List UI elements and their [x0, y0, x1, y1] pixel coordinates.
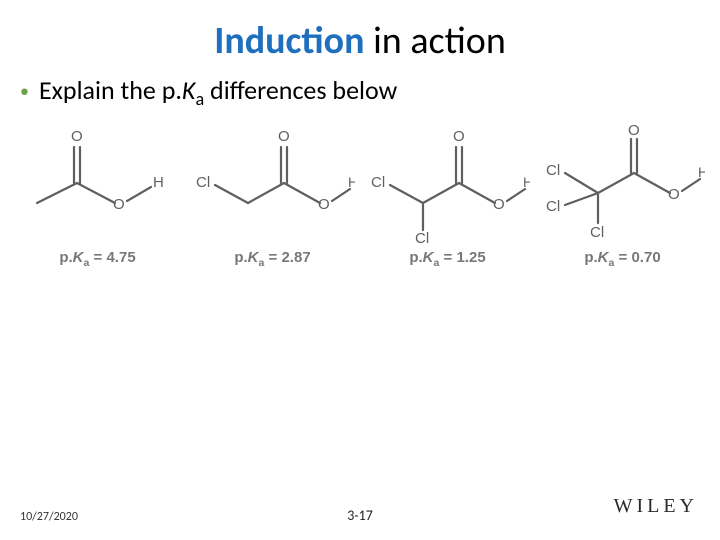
svg-text:O: O [668, 186, 680, 203]
pka-value: 1.25 [456, 249, 485, 266]
svg-text:Cl: Cl [415, 230, 429, 245]
molecule-structure: Cl Cl Cl O O H [540, 115, 705, 245]
svg-text:O: O [71, 128, 83, 145]
bullet-k: K [182, 74, 196, 106]
svg-text:O: O [113, 196, 125, 213]
pka-label: p.Ka = 1.25 [409, 249, 485, 269]
svg-text:Cl: Cl [546, 198, 560, 215]
svg-text:H: H [348, 174, 355, 190]
footer-page: 3-17 [347, 507, 373, 524]
svg-text:Cl: Cl [196, 174, 210, 191]
bullet-prefix: Explain the p. [39, 74, 182, 106]
molecule-structure: Cl O O H [190, 115, 355, 245]
pka-value: 4.75 [106, 249, 135, 266]
svg-text:O: O [493, 196, 505, 213]
svg-text:Cl: Cl [371, 174, 385, 191]
svg-text:O: O [318, 196, 330, 213]
footer-date: 10/27/2020 [20, 510, 78, 524]
slide-title: Induction in action [0, 18, 720, 64]
pka-value: 0.70 [631, 249, 660, 266]
molecule-cell: Cl Cl Cl O O H p.Ka = 0.70 [535, 115, 710, 285]
svg-text:Cl: Cl [546, 162, 560, 179]
svg-text:O: O [453, 128, 465, 145]
bullet-row: • Explain the p.Ka differences below [20, 74, 397, 110]
pka-label: p.Ka = 0.70 [584, 249, 660, 269]
publisher-logo: WILEY [614, 495, 698, 518]
svg-text:H: H [698, 164, 705, 180]
molecule-row: O O H p.Ka = 4.75 Cl O O [10, 115, 710, 285]
molecule-structure: O O H [15, 115, 180, 245]
molecule-structure: Cl Cl O O H [365, 115, 530, 245]
bullet-suffix: differences below [204, 74, 397, 106]
molecule-cell: Cl Cl O O H p.Ka = 1.25 [360, 115, 535, 285]
pka-label: p.Ka = 2.87 [234, 249, 310, 269]
bullet-sub: a [195, 88, 204, 110]
title-rest: in action [364, 18, 505, 64]
svg-text:Cl: Cl [590, 224, 604, 241]
pka-value: 2.87 [281, 249, 310, 266]
molecule-cell: Cl O O H p.Ka = 2.87 [185, 115, 360, 285]
svg-text:O: O [278, 128, 290, 145]
bullet-marker: • [20, 82, 29, 100]
title-accent: Induction [214, 18, 364, 64]
svg-text:H: H [523, 174, 530, 190]
pka-label: p.Ka = 4.75 [59, 249, 135, 269]
svg-text:H: H [153, 174, 164, 191]
molecule-cell: O O H p.Ka = 4.75 [10, 115, 185, 285]
svg-text:O: O [628, 122, 640, 139]
bullet-text: Explain the p.Ka differences below [39, 74, 397, 110]
